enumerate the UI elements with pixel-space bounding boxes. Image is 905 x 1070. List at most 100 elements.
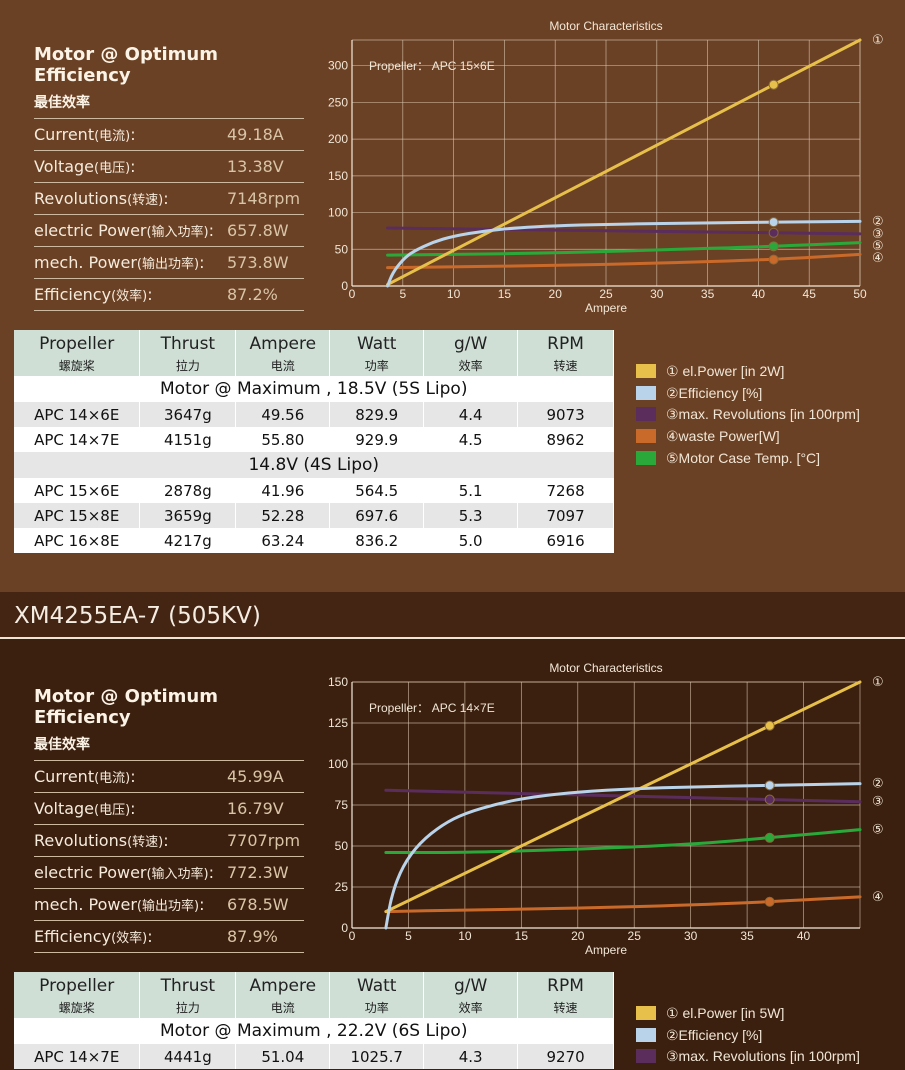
optimum-row-label-en: mech. Power [34,253,137,272]
optimum-rows: Current(电流): 45.99A Voltage(电压): 16.79V Revo… [34,760,304,953]
optimum-row-value: 7148rpm [227,189,301,208]
series-line [384,680,862,914]
table-cell: APC 14×6E [14,402,141,427]
x-tick-label: 20 [571,929,585,943]
series-line [386,219,862,288]
table-header-cell: Propeller 螺旋桨 [14,330,141,376]
table-cell: 4.3 [423,1044,519,1069]
optimum-row-label-colon: : [147,927,153,946]
table-cell: 4.4 [423,402,519,427]
table-group-row: Motor @ Maximum , 22.2V (6S Lipo) [14,1018,614,1044]
optimum-row-label-cn: (输入功率) [146,867,209,882]
series-line [386,226,862,236]
optimum-row-label: Efficiency(效率): [34,285,153,304]
table-header-cell: g/W 效率 [423,330,519,376]
optimum-row-label-cn: (电压) [94,161,131,176]
table-cell: 52.28 [235,503,331,528]
x-tick-label: 40 [797,929,811,943]
legend-label: ③max. Revolutions [in 100rpm] [666,406,860,423]
optimum-row-label-cn: (电流) [94,129,131,144]
table-row: APC 15×8E 3659g 52.28 697.6 5.3 7097 [14,503,614,528]
optimum-row-label-cn: (电流) [94,771,131,786]
chart-title: Motor Characteristics [549,661,662,675]
y-tick-label: 0 [341,279,348,293]
optimum-efficiency-panel: Motor @ Optimum Efficiency 最佳效率 Current(… [34,686,304,953]
legend-label: ① el.Power [in 5W] [666,1005,785,1021]
optimum-row-value: 45.99A [227,767,284,786]
optimum-row-label-colon: : [130,125,136,144]
section-divider [0,637,905,639]
legend-swatch [636,1006,656,1020]
optimum-row-label: Voltage(电压): [34,157,136,176]
y-tick-label: 250 [328,95,348,109]
optimum-row-label: mech. Power(输出功率): [34,895,204,914]
series-point [768,254,779,265]
legend-swatch [636,385,656,400]
chart-annotation: Propeller： APC 15×6E [369,59,495,73]
optimum-row: Current(电流): 49.18A [34,119,304,151]
table-row: APC 14×6E 3647g 49.56 829.9 4.4 9073 [14,402,614,427]
optimum-row-label: Current(电流): [34,125,136,144]
optimum-row: Voltage(电压): 13.38V [34,151,304,183]
optimum-row-label-en: Current [34,125,95,144]
optimum-row-label-en: Voltage [34,799,95,818]
optimum-row-label-colon: : [208,863,215,882]
optimum-row-label-cn: (效率) [111,289,148,304]
optimum-row-label-en: Voltage [34,157,95,176]
legend-label: ③max. Revolutions [in 100rpm] [666,1048,860,1065]
optimum-row-value: 772.3W [227,863,289,882]
optimum-row-label-cn: (转速) [127,835,164,850]
table-group-row: 14.8V (4S Lipo) [14,452,614,478]
header-en: Propeller [39,976,115,996]
series-end-label: ② [872,214,884,229]
optimum-row-label-colon: : [163,831,169,850]
propeller-table: Propeller 螺旋桨 Thrust 拉力 Ampere 电流 Watt 功率 g/W 效率 R… [14,330,614,553]
table-cell: 49.56 [235,402,331,427]
table-cell: APC 16×8E [14,528,141,553]
optimum-row-label: mech. Power(输出功率): [34,253,204,272]
optimum-title-cn: 最佳效率 [34,94,90,110]
series-end-label: ① [872,33,884,48]
table-cell: 4.5 [423,427,519,452]
table-cell: 5.1 [423,478,519,503]
optimum-row-label-colon: : [130,767,136,786]
table-cell: 5.0 [423,528,519,553]
series-line [386,252,862,270]
optimum-row-label-cn: (效率) [111,931,148,946]
motor-characteristics-chart: Motor Characteristics 0 5 10 15 20 25 30 35 40 0 25… [328,661,884,957]
table-cell: 5.3 [423,503,519,528]
x-tick-label: 15 [498,287,512,301]
series-point [764,832,775,843]
series-point [768,217,779,228]
optimum-title: Motor @ Optimum Efficiency [34,44,218,86]
table-header-cell: Propeller 螺旋桨 [14,972,141,1018]
optimum-row-label-en: mech. Power [34,895,137,914]
x-tick-label: 10 [447,287,461,301]
header-en: Thrust [160,976,216,996]
optimum-row: electric Power(输入功率): 772.3W [34,857,304,889]
model-title-band [0,592,905,638]
table-cell: 3647g [139,402,237,427]
optimum-title-cn: 最佳效率 [34,736,90,752]
header-cn: 转速 [553,1001,578,1015]
table-cell: 63.24 [235,528,331,553]
propeller-table: Propeller 螺旋桨 Thrust 拉力 Ampere 电流 Watt 功率 g/W 效率 R… [14,972,614,1069]
y-tick-label: 200 [328,132,348,146]
legend-label: ②Efficiency [%] [666,1026,763,1043]
x-tick-label: 5 [405,929,412,943]
x-tick-label: 0 [349,287,356,301]
series-end-label: ① [872,675,884,690]
series-point [764,720,775,731]
header-cn: 拉力 [175,359,200,373]
optimum-row: Revolutions(转速): 7148rpm [34,183,304,215]
optimum-row: mech. Power(输出功率): 678.5W [34,889,304,921]
header-cn: 功率 [364,359,389,373]
optimum-row-label-colon: : [147,285,153,304]
legend-label: ⑤Motor Case Temp. [°C] [666,449,821,466]
y-tick-label: 0 [341,921,348,935]
legend-label: ④waste Power[W] [666,428,780,445]
optimum-row-label-en: Revolutions [34,831,128,850]
x-tick-label: 10 [458,929,472,943]
x-axis-label: Ampere [585,301,627,315]
x-tick-label: 35 [701,287,715,301]
